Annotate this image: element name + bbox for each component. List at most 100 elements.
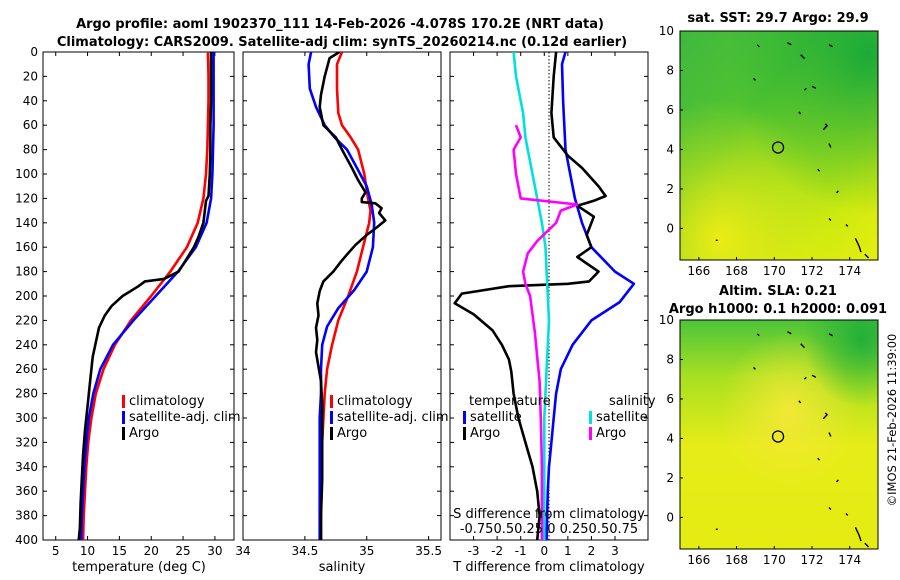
temperature-xlabel: temperature (deg C) [72, 560, 206, 575]
map-x-tick-label: 168 [725, 264, 748, 278]
map-x-tick-label: 172 [801, 553, 824, 567]
island-outline [828, 507, 832, 510]
depth-ticks: 0 20 40 60 80 100 120 140 160 180 200 220 240 260 280 3… [15, 45, 234, 547]
sla-low-region [680, 320, 878, 549]
difference-ytick-marks [450, 51, 648, 541]
island-outline [817, 457, 821, 461]
depth-tick-label: 80 [23, 143, 38, 157]
island-outline [817, 168, 821, 172]
series-line-s-argo [512, 124, 579, 540]
x-tick-label: 20 [144, 544, 159, 558]
map-y-tick-label: 10 [659, 313, 674, 327]
map-x-tick-label: 168 [725, 553, 748, 567]
x-tick-label: 35.5 [415, 544, 442, 558]
sst-map-frame [679, 30, 879, 261]
series-line-argo [314, 52, 387, 540]
sla-map-title-line1: Altim. SLA: 0.21 [719, 284, 837, 299]
legend-swatch-t-satellite [463, 411, 466, 424]
sla-map-xticks: 166 168 170 172 174 [687, 546, 861, 567]
salinity-legend: climatology satellite-adj. clim Argo [330, 394, 449, 441]
x-tick-label: 15 [112, 544, 127, 558]
island-outline [798, 111, 802, 115]
temperature-panel: 0 20 40 60 80 100 120 140 160 180 200 220 240 260 280 3… [15, 45, 241, 575]
temperature-xticks: 5 10 15 20 25 30 [52, 52, 223, 558]
sst-argo-position-marker [771, 141, 785, 154]
difference-xlabel: T difference from climatology [452, 560, 645, 575]
island-outline [854, 527, 862, 542]
legend-swatch-t-argo [463, 427, 466, 440]
map-x-tick-label: 174 [838, 264, 861, 278]
map-y-tick-label: 0 [666, 510, 674, 524]
legend-swatch-satellite [122, 411, 125, 424]
x-tick-label: 34 [235, 544, 250, 558]
island-outline [787, 331, 792, 335]
depth-tick-label: 260 [15, 362, 38, 376]
island-outline [822, 412, 829, 420]
legend-label-satellite: satellite-adj. clim [129, 410, 241, 425]
legend-swatch-climatology [122, 395, 125, 408]
map-x-tick-label: 170 [763, 264, 786, 278]
sst-map-yticks: 10 8 6 4 2 0 [659, 24, 683, 235]
depth-tick-label: 360 [15, 484, 38, 498]
legend-label-t-satellite: satellite [470, 410, 522, 425]
temperature-axes-box [42, 51, 235, 541]
depth-tick-label: 220 [15, 313, 38, 327]
depth-tick-label: 60 [23, 118, 38, 132]
island-outline [828, 218, 832, 221]
island-outline [752, 366, 756, 370]
series-line-t-argo [453, 52, 607, 540]
island-outline [798, 400, 802, 404]
series-line-s-satellite [512, 52, 551, 540]
legend-label-t-argo: Argo [470, 426, 500, 441]
depth-tick-label: 0 [30, 45, 38, 59]
salinity-lines [307, 52, 387, 540]
x-tick-label: 30 [207, 544, 222, 558]
x-tick-label: 35 [359, 544, 374, 558]
sla-argo-position-marker [771, 430, 785, 443]
sst-map-panel: sat. SST: 29.7 Argo: 29.9 166 168 170 172 17… [659, 11, 879, 278]
map-y-tick-label: 4 [666, 431, 674, 445]
map-y-tick-label: 8 [666, 63, 674, 77]
difference-panel: -3 -2 -1 0 1 2 3 T difference from climatology… [449, 51, 656, 575]
island-outline [864, 542, 870, 548]
island-outline [752, 77, 756, 81]
island-outline [845, 513, 849, 516]
depth-tick-label: 20 [23, 69, 38, 83]
depth-tick-label: 300 [15, 411, 38, 425]
depth-tick-label: 340 [15, 460, 38, 474]
sst-map-xticks: 166 168 170 172 174 [687, 257, 861, 278]
map-y-tick-label: 2 [666, 471, 674, 485]
legend-swatch-satellite [330, 411, 333, 424]
island-outline [756, 44, 760, 48]
island-outline [811, 374, 817, 378]
island-outline [822, 123, 829, 131]
x-tick-label: 0 [540, 544, 548, 558]
island-outline [828, 333, 834, 337]
sla-map-panel: Altim. SLA: 0.21 Argo h1000: 0.1 h2000: … [659, 284, 887, 567]
salinity-axes-box [242, 51, 442, 541]
legend-swatch-argo [122, 427, 125, 440]
depth-tick-label: 380 [15, 509, 38, 523]
copyright-timestamp: ©IMOS 21-Feb-2026 11:39:00 [885, 334, 899, 507]
island-outline [803, 87, 807, 91]
figure-title-line1: Argo profile: aoml 1902370_111 14-Feb-20… [76, 17, 604, 32]
depth-tick-label: 400 [15, 533, 38, 547]
sla-map-yticks: 10 8 6 4 2 0 [659, 313, 683, 524]
series-line-satellite-adj-clim [79, 52, 215, 540]
difference-xticks: -3 -2 -1 0 1 2 3 [468, 52, 619, 558]
depth-tick-label: 180 [15, 265, 38, 279]
difference-lines [453, 52, 636, 540]
depth-tick-label: 40 [23, 94, 38, 108]
sst-cool-region [680, 31, 878, 260]
depth-tick-label: 100 [15, 167, 38, 181]
legend-label-climatology: climatology [129, 394, 205, 409]
x-tick-label: -1 [515, 544, 527, 558]
depth-tick-label: 120 [15, 191, 38, 205]
island-outline [800, 343, 806, 349]
legend-label-s-satellite: satellite [596, 410, 648, 425]
sla-island-outlines [715, 331, 870, 548]
map-y-tick-label: 6 [666, 392, 674, 406]
sst-island-outlines [715, 42, 870, 259]
salinity-xticks: 34 34.5 35 35.5 [235, 52, 442, 558]
